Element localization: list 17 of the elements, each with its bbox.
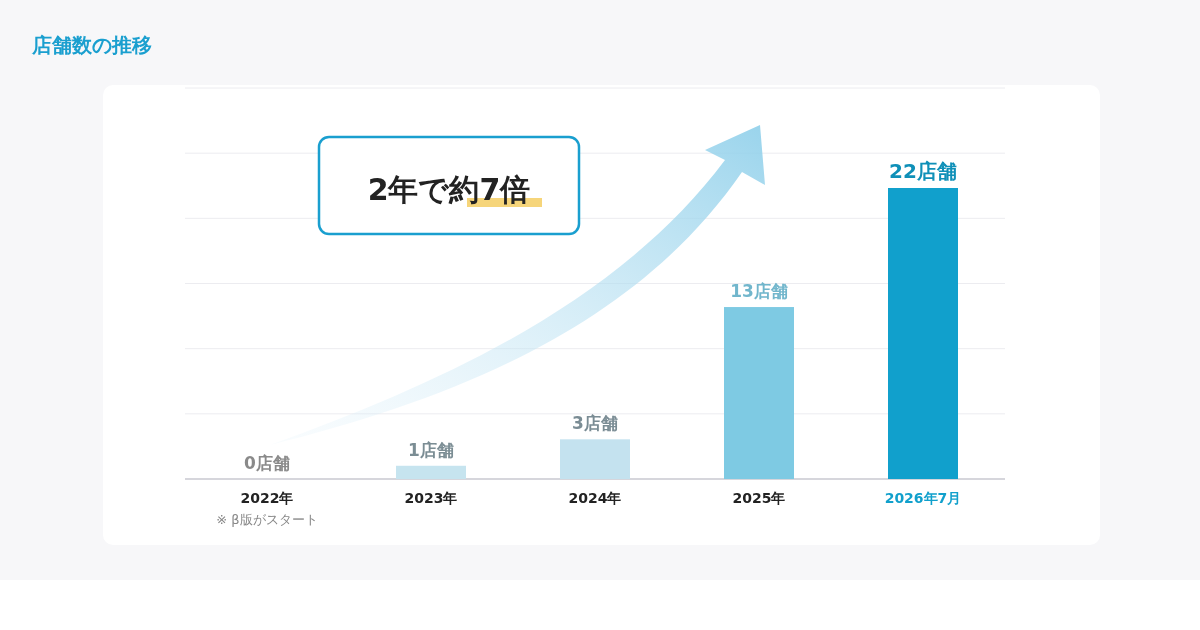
x-tick-label: 2025年 (732, 490, 786, 506)
data-label: 13店舗 (730, 281, 788, 302)
data-label: 22店舗 (889, 159, 957, 183)
x-tick-label: 2024年 (568, 490, 622, 506)
x-tick-label: 2023年 (404, 490, 458, 506)
data-label: 1店舗 (408, 439, 454, 460)
data-label: 3店舗 (572, 413, 618, 434)
data-label: 0店舗 (244, 453, 290, 473)
x-tick-label: 2026年7月 (884, 490, 962, 506)
annotation: 2年で約7倍 (367, 172, 531, 207)
bar (724, 307, 794, 479)
bar (396, 465, 466, 479)
x-tick-label: 2022年 (240, 490, 294, 506)
chart-title: 店舗数の推移 (31, 33, 152, 57)
bar (560, 439, 630, 479)
bar (888, 188, 958, 479)
text: ※ β版がスタート (216, 512, 318, 527)
